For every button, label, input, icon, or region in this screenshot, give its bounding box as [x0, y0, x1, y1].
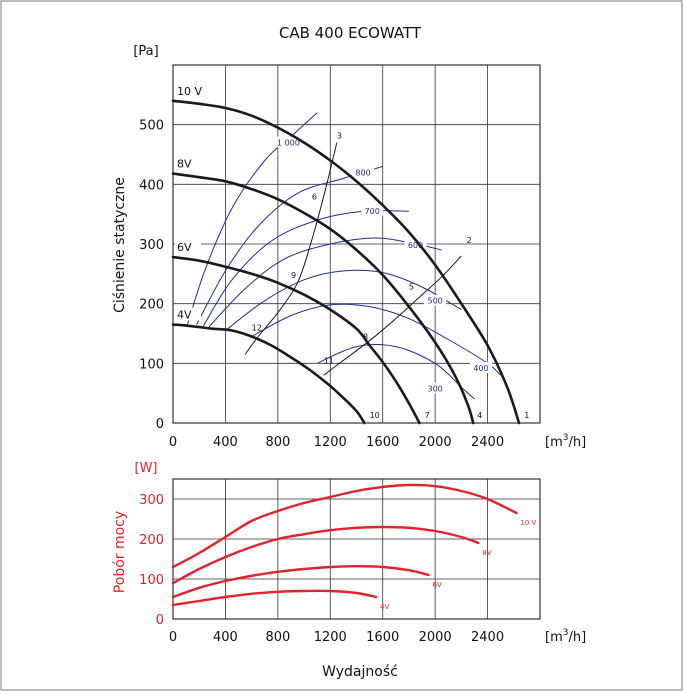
- rpm-label: 1 000: [277, 139, 300, 148]
- x-unit-bottom: [m3/h]: [545, 628, 586, 645]
- point-label: 5: [409, 282, 414, 291]
- x-tick-label: 2000: [419, 630, 452, 645]
- x-tick-label: 0: [169, 630, 177, 645]
- power-curve-label: 6V: [433, 581, 442, 589]
- rpm-label: 300: [428, 384, 443, 393]
- y-tick-label: 100: [139, 573, 164, 588]
- x-tick-label: 400: [213, 630, 238, 645]
- power-curve: [171, 589, 378, 607]
- y-unit-pa: [Pa]: [133, 44, 158, 59]
- x-tick-label: 1200: [314, 435, 347, 450]
- rpm-curve: [225, 269, 462, 331]
- point-label: 11: [324, 356, 334, 365]
- fan-curve: [171, 323, 366, 425]
- x-tick-label: 1600: [366, 435, 399, 450]
- rpm-label-bg: [352, 166, 375, 178]
- fan-curve: [171, 255, 421, 425]
- fan-label-bg: [175, 307, 201, 321]
- point-label: 7: [425, 411, 430, 420]
- system-curves: [244, 142, 462, 376]
- y-tick-label: 400: [139, 178, 164, 193]
- rpm-label: 700: [365, 207, 380, 216]
- x-tick-label: 400: [213, 435, 238, 450]
- fan-label-bg: [175, 156, 201, 170]
- rpm-label: 400: [473, 364, 488, 373]
- rpm-label: 500: [428, 297, 443, 306]
- y-tick-label: 100: [139, 357, 164, 372]
- power-curve: [171, 483, 518, 569]
- system-curve: [244, 142, 338, 355]
- power-curve: [171, 564, 430, 599]
- point-label: 9: [291, 271, 296, 280]
- x-tick-label: 1600: [366, 630, 399, 645]
- y-tick-label: 0: [156, 417, 164, 432]
- point-label: 1: [524, 411, 529, 420]
- rpm-curve: [196, 165, 383, 325]
- x-tick-label: 2000: [419, 435, 452, 450]
- power-curve: [171, 525, 480, 585]
- fan-curve: [171, 99, 521, 425]
- y-tick-label: 200: [139, 298, 164, 313]
- x-tick-label: 2400: [471, 435, 504, 450]
- fan-curve-label: 10 V: [177, 85, 202, 98]
- pressure-y-ticks: 0 100 200 300 400 500: [139, 119, 164, 432]
- y-axis-label-power: Pobór mocy: [112, 511, 128, 593]
- power-y-ticks: 0 100 200 300: [139, 493, 164, 628]
- y-tick-label: 0: [156, 613, 164, 628]
- point-label: 3: [337, 131, 342, 140]
- fan-curve-label: 6V: [177, 241, 192, 254]
- x-tick-label: 2400: [471, 630, 504, 645]
- rpm-label-bg: [404, 239, 427, 251]
- point-label: 4: [477, 411, 482, 420]
- x-tick-label: 800: [265, 435, 290, 450]
- y-axis-label-pressure: Ciśnienie statyczne: [112, 177, 128, 313]
- y-unit-w: [W]: [135, 461, 158, 476]
- power-curve-label: 10 V: [520, 519, 536, 527]
- power-curve-label: 8V: [482, 549, 491, 557]
- x-axis-label: Wydajność: [322, 664, 398, 680]
- fan-curves: 10 V 8V 6V 4V: [171, 83, 521, 425]
- power-plot-area: [172, 478, 541, 620]
- rpm-curve: [317, 344, 475, 400]
- power-x-ticks: 0 400 800 1200 1600 2000 2400: [169, 630, 504, 645]
- y-tick-label: 200: [139, 533, 164, 548]
- rpm-label-bg: [361, 205, 384, 217]
- power-grid: [172, 478, 541, 620]
- fan-curve-label: 8V: [177, 158, 192, 171]
- point-label: 12: [252, 324, 262, 333]
- fan-curve: [171, 172, 475, 425]
- pressure-x-ticks: 0 400 800 1200 1600 2000 2400: [169, 435, 504, 450]
- rpm-label-bg: [277, 136, 300, 148]
- rpm-label-bg: [424, 294, 447, 306]
- point-label: 2: [467, 236, 472, 245]
- point-label: 8: [363, 332, 368, 341]
- y-tick-label: 300: [139, 238, 164, 253]
- point-label: 6: [312, 192, 317, 201]
- rpm-label-bg: [424, 382, 447, 394]
- power-curve-label: 4V: [380, 603, 389, 611]
- chart-title: CAB 400 ECOWATT: [279, 24, 422, 42]
- y-tick-label: 500: [139, 119, 164, 134]
- rpm-curve: [251, 303, 502, 376]
- power-chart: [W] Pobór mocy 0 400 800 1200 1600 2000 2400 0…: [112, 461, 586, 680]
- pressure-chart: CAB 400 ECOWATT [Pa] Ciśnienie statyczne…: [112, 24, 586, 450]
- y-tick-label: 300: [139, 493, 164, 508]
- power-curves: 10 V 8V 6V 4V: [171, 483, 537, 611]
- x-tick-label: 0: [169, 435, 177, 450]
- rpm-label-bg: [470, 362, 493, 374]
- fan-label-bg: [175, 83, 201, 97]
- rpm-label: 800: [355, 168, 370, 177]
- x-tick-label: 800: [265, 630, 290, 645]
- x-tick-label: 1200: [314, 630, 347, 645]
- fan-label-bg: [175, 240, 201, 254]
- rpm-label: 600: [408, 241, 423, 250]
- fan-curve-label: 4V: [177, 309, 192, 322]
- point-label: 10: [370, 411, 380, 420]
- x-unit-top: [m3/h]: [545, 433, 586, 450]
- system-curve: [323, 255, 462, 376]
